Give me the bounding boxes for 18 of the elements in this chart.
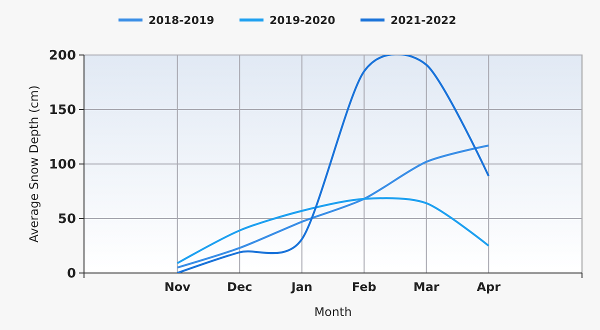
x-axis-title: Month (314, 305, 352, 319)
line-series (176, 197, 490, 264)
x-tick-label: Jan (290, 280, 312, 294)
y-tick-label: 150 (48, 103, 76, 118)
x-tick-label: Dec (227, 280, 252, 294)
y-tick-label: 0 (66, 266, 76, 282)
x-tick-label: Feb (352, 280, 377, 294)
legend-label: 2018-2019 (148, 14, 214, 27)
y-axis-title: Average Snow Depth (cm) (27, 85, 41, 243)
y-tick-label: 50 (58, 212, 76, 228)
y-tick-label: 200 (48, 48, 76, 64)
legend-label: 2021-2022 (390, 14, 456, 27)
x-tick-label: Apr (476, 280, 501, 294)
line-series (176, 144, 490, 269)
x-tick-label: Mar (413, 280, 440, 294)
y-tick-label: 100 (48, 158, 76, 173)
x-tick-label: Nov (164, 280, 191, 294)
legend-label: 2019-2020 (270, 14, 336, 27)
